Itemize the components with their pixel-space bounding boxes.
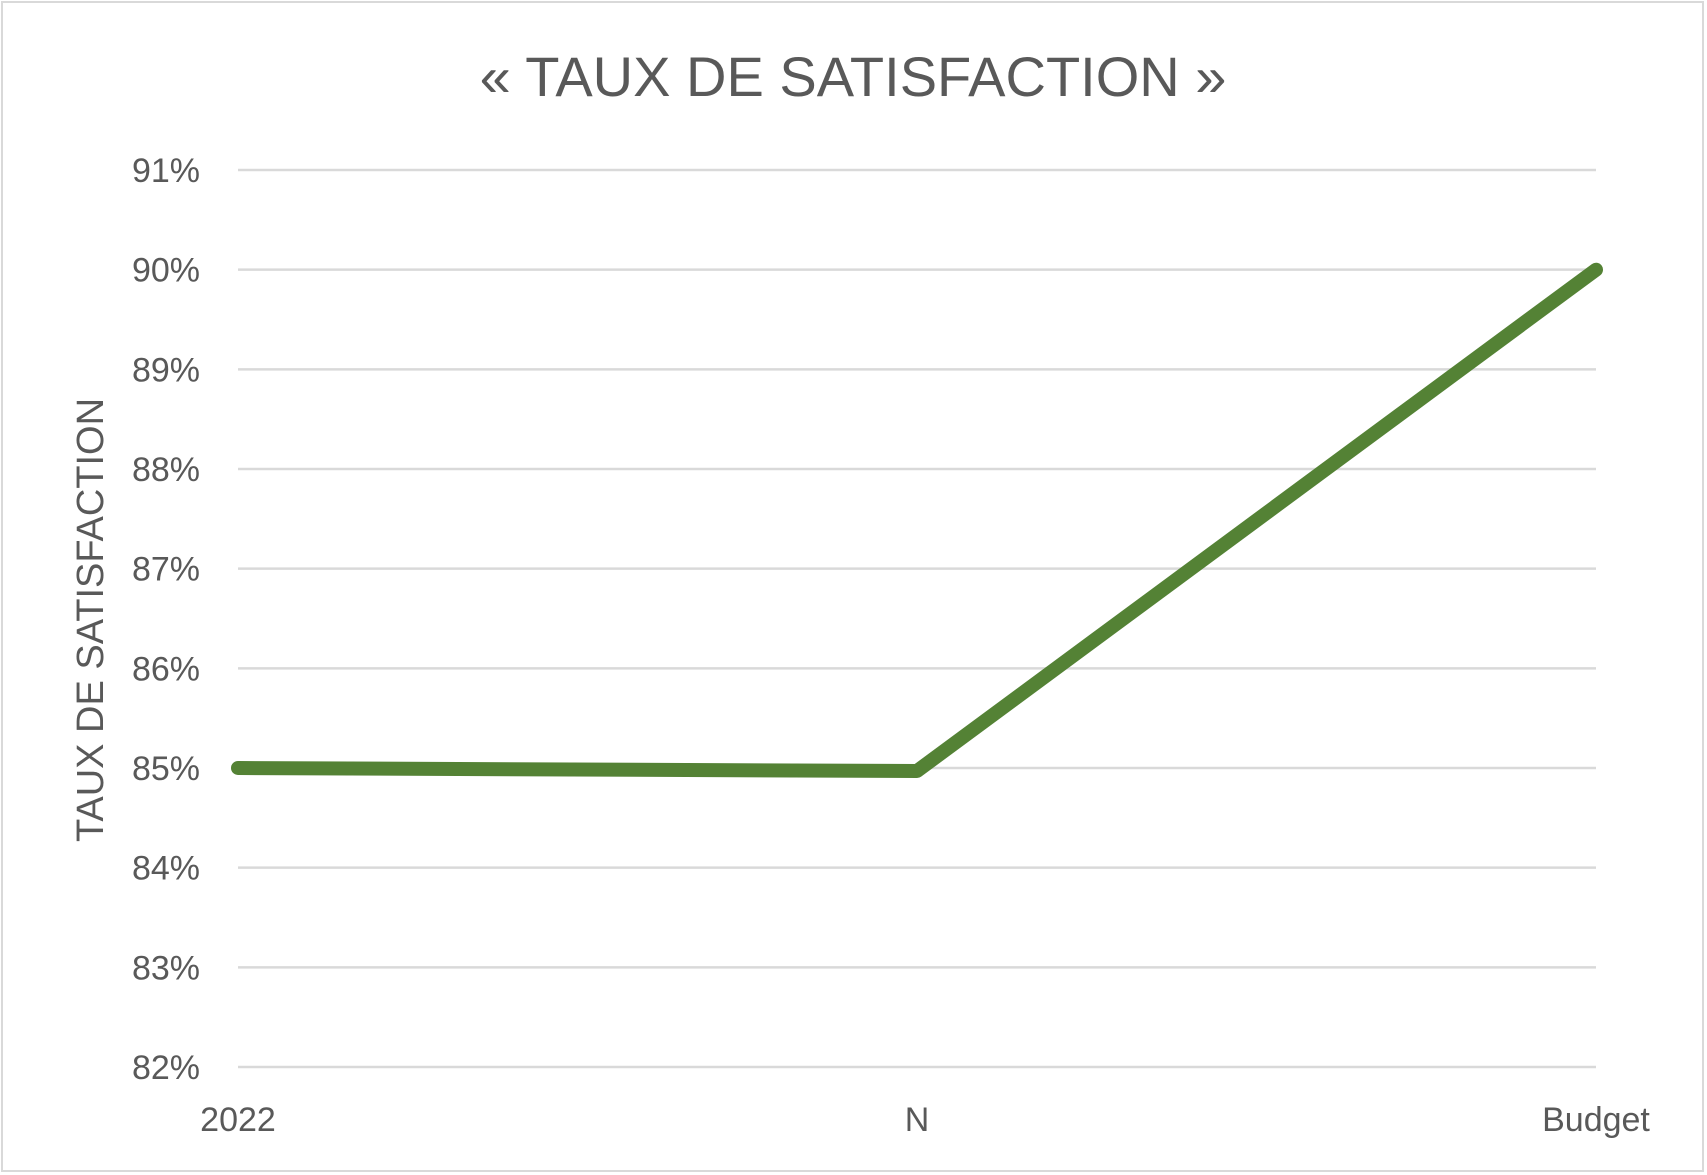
- gridlines: [238, 168, 1596, 1069]
- y-tick-label: 88%: [132, 451, 200, 489]
- chart-title: « TAUX DE SATISFACTION »: [480, 45, 1227, 108]
- data-point-N: [911, 764, 923, 777]
- y-tick-label: 90%: [132, 252, 200, 290]
- y-tick-label: 86%: [132, 650, 200, 688]
- y-tick-label: 91%: [132, 152, 200, 190]
- data-point-2022: [232, 762, 244, 774]
- y-axis-title: TAUX DE SATISFACTION: [70, 398, 112, 842]
- x-tick-label: 2022: [200, 1101, 276, 1139]
- x-tick-label: N: [905, 1101, 930, 1139]
- series-layer: [231, 262, 1603, 778]
- x-tick-label: Budget: [1542, 1101, 1650, 1139]
- y-tick-label: 84%: [132, 850, 200, 888]
- data-point-Budget: [1590, 263, 1602, 276]
- series-line-0: [231, 262, 1603, 778]
- y-tick-label: 87%: [132, 551, 200, 589]
- y-axis-ticks: 91% 90% 89% 88% 87% 86% 85% 84% 83% 82%: [132, 152, 200, 1087]
- y-tick-label: 83%: [132, 949, 200, 987]
- y-tick-label: 85%: [132, 750, 200, 788]
- y-tick-label: 89%: [132, 351, 200, 389]
- x-axis-ticks: 2022 N Budget: [200, 1101, 1650, 1139]
- y-tick-label: 82%: [132, 1049, 200, 1087]
